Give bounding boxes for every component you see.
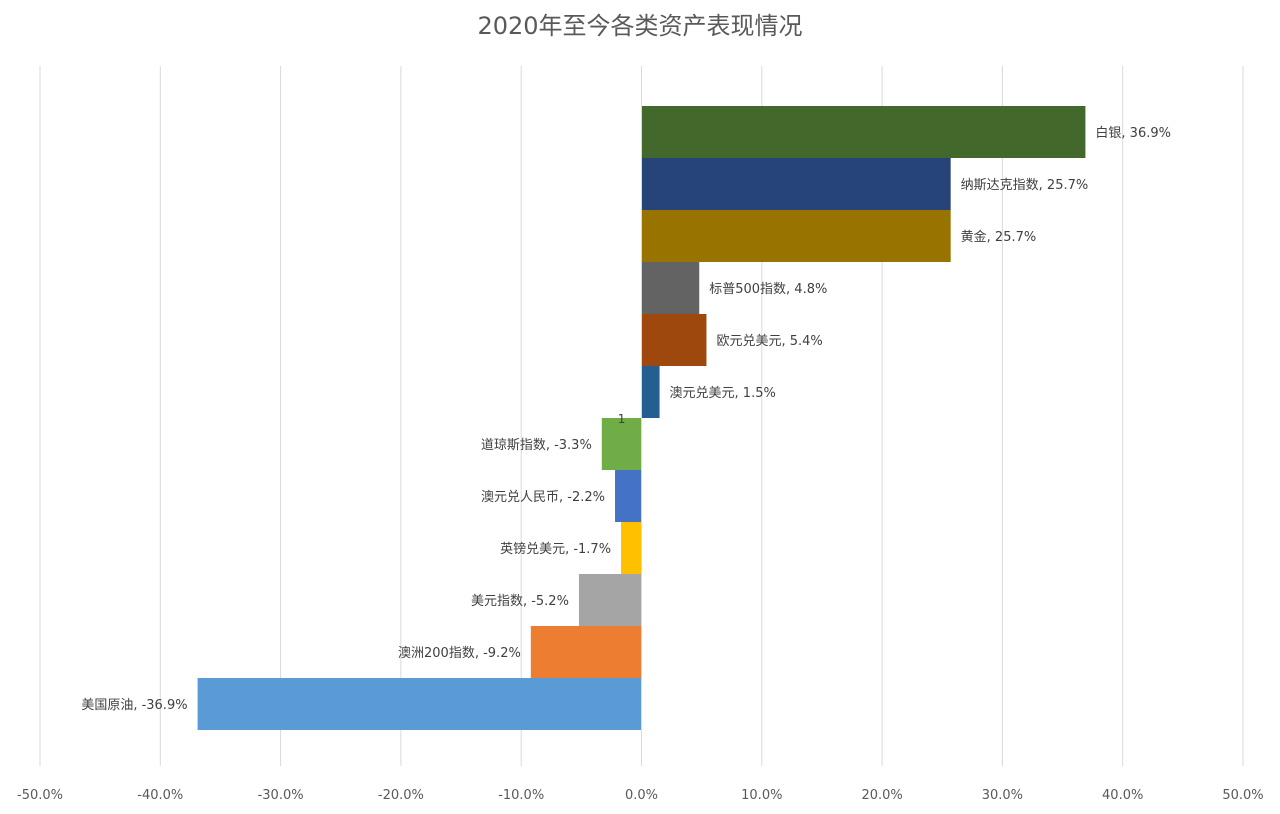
bar	[641, 366, 660, 418]
x-tick-label: 50.0%	[1222, 788, 1263, 803]
bar	[641, 106, 1086, 158]
x-tick-label: 30.0%	[982, 788, 1023, 803]
x-tick-label: -50.0%	[17, 788, 63, 803]
data-label: 标普500指数, 4.8%	[709, 282, 827, 297]
data-label: 纳斯达克指数, 25.7%	[961, 178, 1089, 193]
x-tick-label: 40.0%	[1102, 788, 1143, 803]
data-label: 黄金, 25.7%	[961, 229, 1037, 245]
x-tick-label: -40.0%	[137, 788, 183, 803]
annotation-label: 1	[618, 412, 626, 426]
x-tick-label: 20.0%	[861, 788, 902, 803]
data-label: 澳洲200指数, -9.2%	[398, 645, 521, 661]
data-label: 澳元兑美元, 1.5%	[670, 385, 776, 401]
bar	[530, 626, 642, 678]
bar	[621, 522, 642, 574]
x-tick-label: -10.0%	[498, 788, 544, 803]
data-label: 美国原油, -36.9%	[81, 698, 187, 713]
bar	[641, 314, 707, 366]
bar	[641, 158, 951, 210]
bar	[578, 574, 642, 626]
bar	[641, 210, 951, 262]
x-tick-label: -20.0%	[378, 788, 424, 803]
chart-title: 2020年至今各类资产表现情况	[477, 12, 803, 40]
data-label: 英镑兑美元, -1.7%	[500, 541, 611, 557]
x-tick-label: 10.0%	[741, 788, 782, 803]
x-tick-label: -30.0%	[258, 788, 304, 803]
data-label: 欧元兑美元, 5.4%	[716, 334, 822, 349]
x-tick-label: 0.0%	[625, 788, 658, 803]
data-label: 道琼斯指数, -3.3%	[481, 438, 592, 453]
data-label: 白银, 36.9%	[1095, 125, 1171, 141]
bar	[615, 470, 642, 522]
data-label: 澳元兑人民币, -2.2%	[481, 489, 605, 505]
data-label: 美元指数, -5.2%	[471, 594, 569, 609]
bar	[601, 418, 642, 470]
bar	[197, 678, 642, 730]
bar	[641, 262, 700, 314]
